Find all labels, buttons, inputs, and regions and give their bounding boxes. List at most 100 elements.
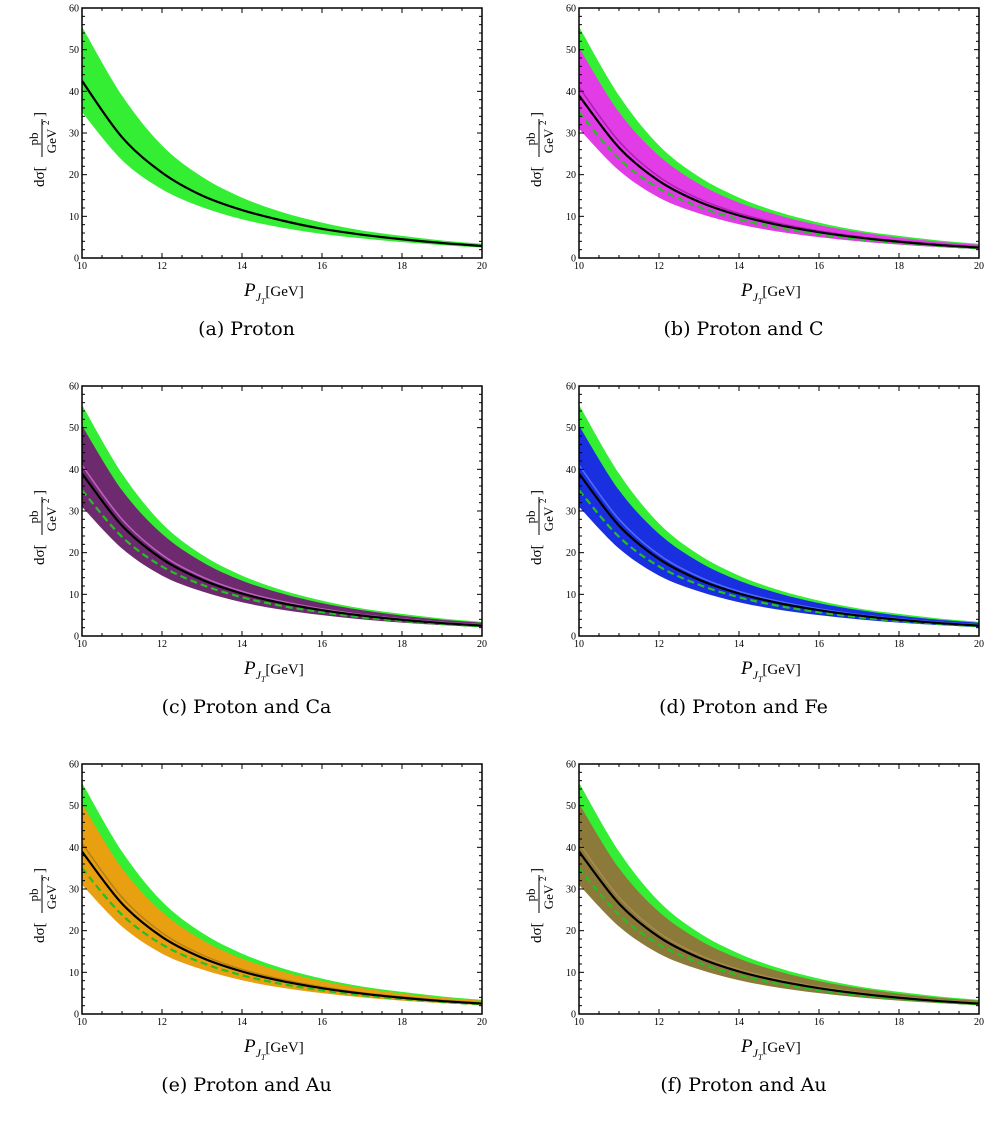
central-line — [579, 472, 979, 627]
svg-text:]: ] — [529, 112, 545, 117]
y-tick-label: 60 — [566, 760, 576, 771]
y-tick-label: 20 — [69, 926, 79, 937]
x-tick-label: 18 — [894, 1017, 904, 1028]
chart-panel-d: 10 12 14 16 18 20 0 10 20 30 40 50 60 PJT[GeV] dσ[pb Ge… — [497, 378, 987, 748]
x-axis-label: PJT[GeV] — [243, 1036, 304, 1062]
svg-text:2: 2 — [538, 121, 548, 126]
y-tick-label: 40 — [69, 87, 79, 98]
y-tick-label: 40 — [69, 465, 79, 476]
svg-text:dσ[: dσ[ — [529, 544, 545, 565]
y-tick-label: 40 — [566, 465, 576, 476]
svg-text:2: 2 — [41, 877, 51, 882]
svg-text:dσ[: dσ[ — [32, 166, 48, 187]
y-tick-label: 20 — [566, 926, 576, 937]
x-tick-label: 14 — [237, 261, 247, 272]
y-tick-label: 0 — [74, 632, 79, 643]
y-axis-label: dσ[ pb GeV 2] — [523, 112, 556, 187]
svg-text:]: ] — [32, 490, 48, 495]
x-axis-label: PJT[GeV] — [740, 1036, 801, 1062]
x-axis-label: PJT[GeV] — [740, 280, 801, 306]
y-tick-label: 0 — [571, 632, 576, 643]
nuclear-band — [579, 425, 979, 628]
nuclear-band — [579, 803, 979, 1006]
y-tick-label: 30 — [69, 885, 79, 896]
central-line — [579, 94, 979, 249]
y-axis-label: dσ[pb GeV 2] — [26, 490, 59, 565]
y-tick-label: 30 — [69, 129, 79, 140]
panel-caption: (b) Proton and C — [663, 318, 824, 340]
nuclear-band — [82, 425, 482, 628]
y-tick-label: 50 — [69, 801, 79, 812]
x-tick-label: 18 — [397, 639, 407, 650]
nuclear-band — [579, 47, 979, 250]
x-tick-label: 14 — [237, 639, 247, 650]
x-tick-label: 20 — [477, 639, 487, 650]
svg-text:dσ[: dσ[ — [529, 922, 545, 943]
svg-text:pb: pb — [523, 889, 538, 902]
y-tick-label: 60 — [566, 382, 576, 393]
x-tick-label: 18 — [397, 261, 407, 272]
x-tick-label: 16 — [814, 1017, 824, 1028]
svg-text:dσ[: dσ[ — [32, 544, 48, 565]
x-tick-label: 10 — [77, 261, 87, 272]
svg-text:pb: pb — [523, 511, 538, 524]
x-tick-label: 10 — [574, 639, 584, 650]
y-axis-label: dσ[pb GeV 2] — [26, 112, 59, 187]
x-tick-label: 12 — [654, 639, 664, 650]
x-tick-label: 12 — [654, 261, 664, 272]
y-tick-label: 30 — [566, 507, 576, 518]
x-tick-label: 16 — [317, 1017, 327, 1028]
x-tick-label: 12 — [157, 639, 167, 650]
svg-text:2: 2 — [41, 121, 51, 126]
panel-caption: (d) Proton and Fe — [659, 696, 828, 718]
x-tick-label: 10 — [574, 1017, 584, 1028]
svg-text:2: 2 — [538, 499, 548, 504]
chart-panel-b: 10 12 14 16 18 20 0 10 20 30 40 50 60 PJT[GeV] dσ[pb Ge… — [497, 0, 987, 370]
svg-text:GeV: GeV — [44, 128, 59, 153]
x-tick-label: 20 — [974, 1017, 984, 1028]
svg-text:]: ] — [529, 868, 545, 873]
y-tick-label: 40 — [69, 843, 79, 854]
x-tick-label: 10 — [77, 639, 87, 650]
x-tick-label: 16 — [814, 639, 824, 650]
chart-panel-f: 10 12 14 16 18 20 0 10 20 30 40 50 60 PJT[GeV] dσ[pb Ge… — [497, 756, 987, 1126]
y-tick-label: 60 — [69, 4, 79, 15]
y-tick-label: 0 — [571, 254, 576, 265]
x-tick-label: 10 — [574, 261, 584, 272]
x-tick-label: 20 — [477, 1017, 487, 1028]
svg-text:2: 2 — [41, 499, 51, 504]
y-tick-label: 30 — [566, 129, 576, 140]
y-tick-label: 50 — [566, 45, 576, 56]
panel-caption: (e) Proton and Au — [161, 1074, 332, 1096]
svg-text:pb: pb — [26, 889, 41, 902]
y-tick-label: 10 — [69, 212, 79, 223]
y-tick-label: 0 — [74, 254, 79, 265]
y-tick-label: 10 — [566, 212, 576, 223]
x-tick-label: 10 — [77, 1017, 87, 1028]
chart-panel-e: 10 12 14 16 18 20 0 10 20 30 40 50 60 PJT[GeV] dσ[pb Ge… — [0, 756, 493, 1126]
x-axis-label: PJT[GeV] — [243, 280, 304, 306]
svg-text:GeV: GeV — [44, 506, 59, 531]
y-tick-label: 20 — [69, 548, 79, 559]
x-tick-label: 20 — [477, 261, 487, 272]
x-tick-label: 14 — [734, 1017, 744, 1028]
svg-text:dσ[: dσ[ — [529, 166, 545, 187]
y-tick-label: 10 — [69, 968, 79, 979]
svg-text:GeV: GeV — [44, 884, 59, 909]
panel-caption: (a) Proton — [198, 318, 295, 340]
x-axis-label: PJT[GeV] — [740, 658, 801, 684]
panel-caption: (c) Proton and Ca — [161, 696, 332, 718]
nuclear-band — [82, 803, 482, 1006]
y-axis-label: dσ[pb GeV 2] — [523, 490, 556, 565]
x-tick-label: 14 — [734, 261, 744, 272]
svg-text:GeV: GeV — [541, 128, 556, 153]
svg-text:pb: pb — [26, 133, 41, 146]
svg-text:pb: pb — [523, 133, 538, 146]
y-tick-label: 0 — [74, 1010, 79, 1021]
y-tick-label: 60 — [69, 382, 79, 393]
chart-panel-c: 10 12 14 16 18 20 0 10 20 30 40 50 60 PJT[GeV] dσ[pb Ge… — [0, 378, 493, 748]
central-line — [579, 850, 979, 1005]
y-axis-label: dσ[pb GeV 2] — [26, 868, 59, 943]
